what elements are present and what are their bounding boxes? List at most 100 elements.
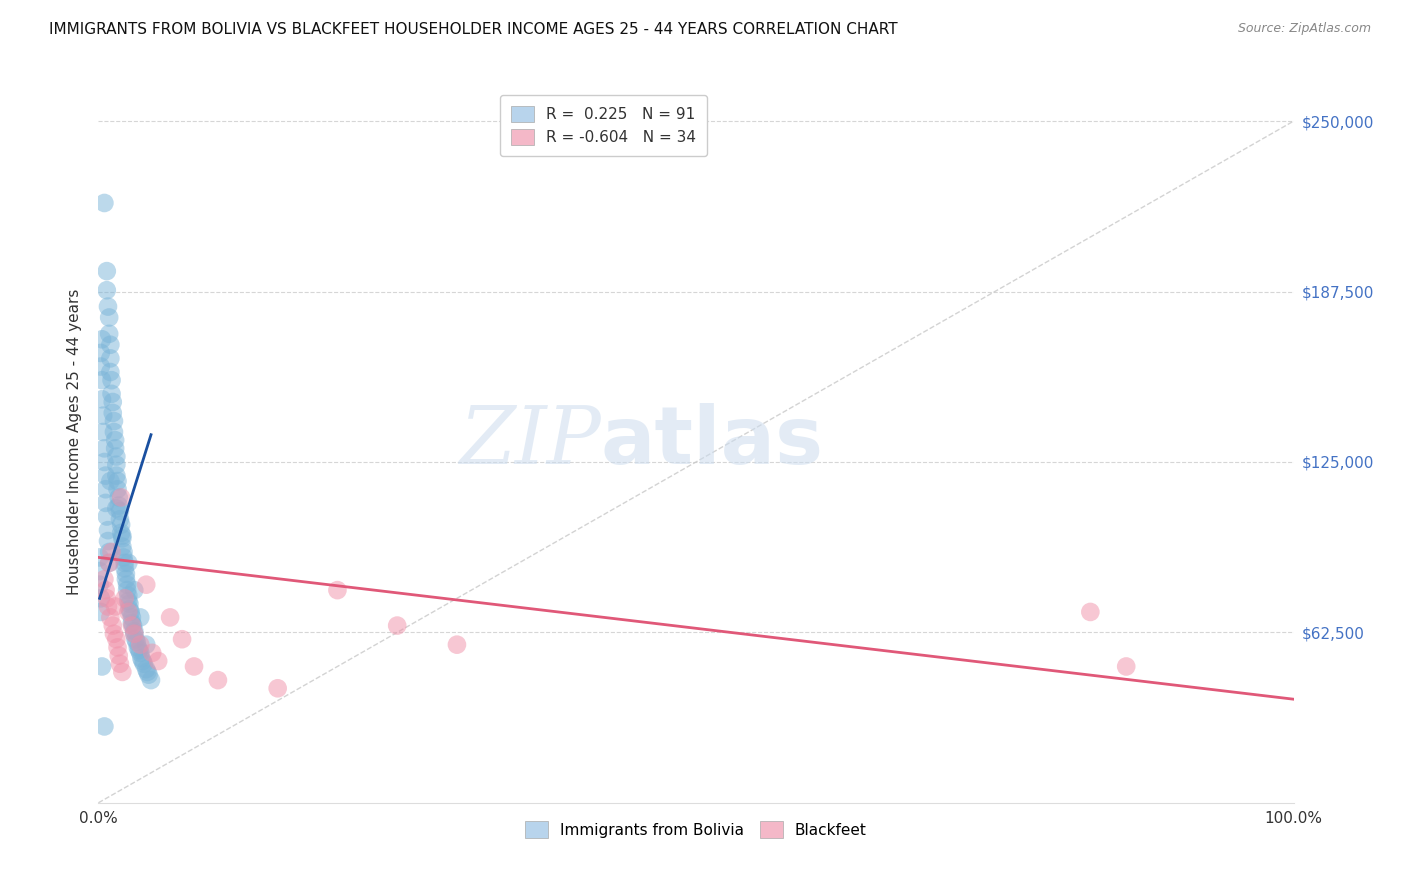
Point: [129, 638, 152, 652]
Point: [90, 359, 112, 374]
Point: [100, 373, 122, 387]
Point: [104, 442, 127, 456]
Point: [93, 442, 115, 456]
Point: [103, 626, 125, 640]
Point: [118, 597, 141, 611]
Point: [172, 632, 194, 647]
Point: [97, 523, 120, 537]
Point: [132, 657, 155, 671]
Point: [98, 556, 121, 570]
Point: [124, 626, 146, 640]
Point: [111, 528, 134, 542]
Point: [112, 550, 135, 565]
Point: [98, 545, 121, 559]
Point: [107, 499, 129, 513]
Point: [98, 310, 121, 325]
Point: [89, 564, 111, 578]
Point: [98, 365, 122, 379]
Point: [101, 618, 124, 632]
Point: [93, 719, 115, 733]
Point: [103, 425, 125, 439]
Text: Source: ZipAtlas.com: Source: ZipAtlas.com: [1237, 22, 1371, 36]
Point: [96, 264, 118, 278]
Point: [114, 556, 136, 570]
Point: [91, 392, 114, 407]
Point: [121, 618, 143, 632]
Point: [129, 646, 152, 660]
Point: [114, 591, 136, 606]
Point: [114, 561, 136, 575]
Point: [122, 618, 145, 632]
Legend: Immigrants from Bolivia, Blackfeet: Immigrants from Bolivia, Blackfeet: [517, 814, 875, 846]
Point: [117, 589, 139, 603]
Point: [89, 577, 111, 591]
Point: [105, 468, 128, 483]
Point: [124, 632, 146, 647]
Point: [107, 474, 129, 488]
Point: [138, 667, 160, 681]
Point: [117, 594, 139, 608]
Point: [91, 659, 114, 673]
Point: [111, 665, 134, 679]
Point: [103, 414, 125, 428]
Point: [96, 509, 118, 524]
Point: [111, 540, 134, 554]
Point: [91, 373, 114, 387]
Point: [108, 504, 131, 518]
Point: [117, 556, 139, 570]
Point: [118, 602, 141, 616]
Point: [98, 610, 122, 624]
Point: [183, 659, 205, 673]
Point: [135, 577, 157, 591]
Point: [385, 618, 409, 632]
Point: [108, 657, 131, 671]
Point: [110, 491, 132, 505]
Point: [93, 572, 115, 586]
Point: [107, 640, 129, 655]
Point: [100, 545, 122, 559]
Point: [90, 605, 112, 619]
Point: [107, 648, 129, 663]
Point: [94, 468, 117, 483]
Point: [93, 196, 115, 211]
Point: [124, 624, 146, 638]
Point: [117, 605, 139, 619]
Point: [90, 591, 112, 606]
Point: [131, 651, 153, 665]
Point: [129, 610, 152, 624]
Point: [107, 491, 129, 505]
Point: [115, 577, 138, 591]
Point: [89, 550, 111, 565]
Point: [159, 610, 181, 624]
Point: [98, 351, 122, 366]
Point: [115, 566, 138, 581]
Point: [94, 583, 117, 598]
Point: [115, 572, 138, 586]
Point: [96, 591, 118, 606]
Point: [91, 409, 114, 423]
Point: [135, 662, 157, 676]
Point: [124, 583, 146, 598]
Point: [94, 496, 117, 510]
Point: [97, 599, 120, 614]
Point: [1080, 605, 1102, 619]
Point: [121, 615, 143, 630]
Point: [128, 643, 150, 657]
Point: [120, 605, 142, 619]
Point: [112, 545, 135, 559]
Point: [326, 583, 349, 598]
Point: [267, 681, 290, 696]
Point: [100, 387, 122, 401]
Point: [104, 433, 127, 447]
Point: [91, 425, 114, 439]
Point: [110, 517, 132, 532]
Point: [207, 673, 229, 687]
Point: [101, 395, 124, 409]
Point: [135, 638, 157, 652]
Point: [115, 583, 138, 598]
Point: [98, 474, 122, 488]
Point: [91, 332, 114, 346]
Point: [104, 599, 127, 614]
Point: [96, 283, 118, 297]
Point: [98, 337, 122, 351]
